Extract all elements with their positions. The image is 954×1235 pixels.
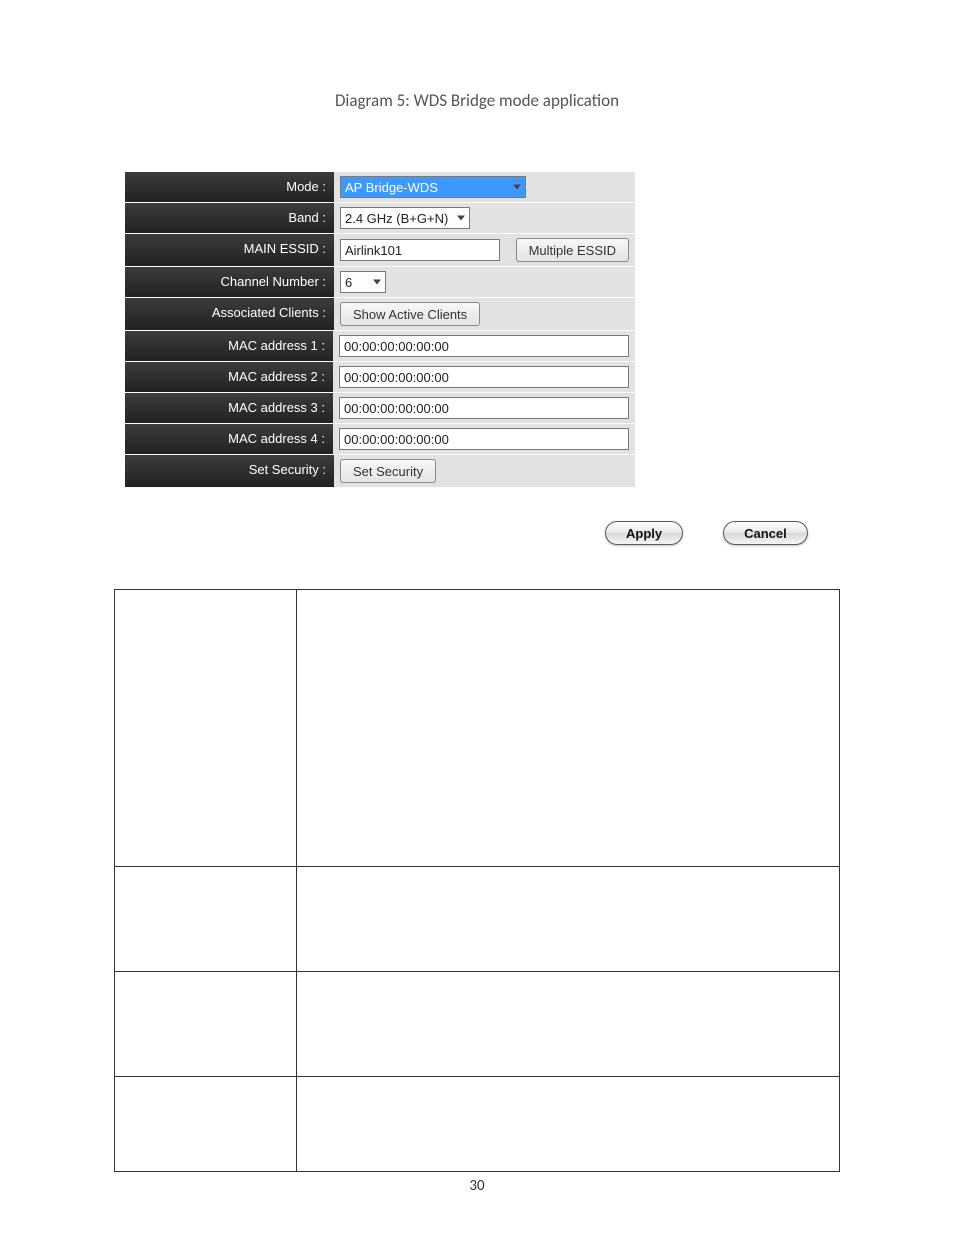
value-band: 2.4 GHz (B+G+N) <box>334 203 635 233</box>
mac2-input[interactable] <box>339 366 629 388</box>
page-number: 30 <box>0 1177 954 1195</box>
mac3-input[interactable] <box>339 397 629 419</box>
set-security-button[interactable]: Set Security <box>340 459 436 483</box>
value-mac1 <box>333 331 635 361</box>
diagram-caption: Diagram 5: WDS Bridge mode application <box>0 90 954 111</box>
table-row <box>115 867 840 972</box>
info-cell-left <box>115 867 297 972</box>
info-cell-right <box>297 972 840 1077</box>
label-essid: MAIN ESSID : <box>125 234 334 266</box>
value-mode: AP Bridge-WDS <box>334 172 635 202</box>
row-security: Set Security : Set Security <box>125 455 635 488</box>
row-mac3: MAC address 3 : <box>125 393 635 424</box>
show-active-clients-button[interactable]: Show Active Clients <box>340 302 480 326</box>
value-channel: 6 <box>334 267 635 297</box>
table-row <box>115 1077 840 1172</box>
mode-select-value: AP Bridge-WDS <box>345 180 438 195</box>
cancel-button[interactable]: Cancel <box>723 521 808 545</box>
label-band: Band : <box>125 203 334 233</box>
info-cell-left <box>115 1077 297 1172</box>
info-cell-right <box>297 590 840 867</box>
mac1-input[interactable] <box>339 335 629 357</box>
value-essid: Multiple ESSID <box>334 234 635 266</box>
value-mac3 <box>333 393 635 423</box>
settings-panel: Mode : AP Bridge-WDS Band : 2.4 GHz (B+G… <box>125 172 635 488</box>
chevron-down-icon <box>513 185 521 190</box>
label-mac4: MAC address 4 : <box>125 424 333 454</box>
channel-select[interactable]: 6 <box>340 271 386 293</box>
value-clients: Show Active Clients <box>334 298 635 330</box>
label-mac1: MAC address 1 : <box>125 331 333 361</box>
row-essid: MAIN ESSID : Multiple ESSID <box>125 234 635 267</box>
label-channel: Channel Number : <box>125 267 334 297</box>
label-mode: Mode : <box>125 172 334 202</box>
row-mac4: MAC address 4 : <box>125 424 635 455</box>
mode-select[interactable]: AP Bridge-WDS <box>340 176 526 198</box>
essid-input[interactable] <box>340 239 500 261</box>
label-clients: Associated Clients : <box>125 298 334 330</box>
table-row <box>115 972 840 1077</box>
chevron-down-icon <box>373 280 381 285</box>
info-cell-right <box>297 867 840 972</box>
row-channel: Channel Number : 6 <box>125 267 635 298</box>
row-band: Band : 2.4 GHz (B+G+N) <box>125 203 635 234</box>
value-mac4 <box>333 424 635 454</box>
band-select-value: 2.4 GHz (B+G+N) <box>345 211 448 226</box>
action-buttons: Apply Cancel <box>605 521 808 545</box>
row-mac1: MAC address 1 : <box>125 331 635 362</box>
apply-button[interactable]: Apply <box>605 521 683 545</box>
value-mac2 <box>333 362 635 392</box>
multiple-essid-button[interactable]: Multiple ESSID <box>516 238 629 262</box>
band-select[interactable]: 2.4 GHz (B+G+N) <box>340 207 470 229</box>
table-row <box>115 590 840 867</box>
row-clients: Associated Clients : Show Active Clients <box>125 298 635 331</box>
chevron-down-icon <box>457 216 465 221</box>
label-security: Set Security : <box>125 455 334 487</box>
channel-select-value: 6 <box>345 275 352 290</box>
info-table <box>114 589 840 1172</box>
row-mode: Mode : AP Bridge-WDS <box>125 172 635 203</box>
value-security: Set Security <box>334 455 635 487</box>
label-mac2: MAC address 2 : <box>125 362 333 392</box>
row-mac2: MAC address 2 : <box>125 362 635 393</box>
info-cell-left <box>115 972 297 1077</box>
mac4-input[interactable] <box>339 428 629 450</box>
info-cell-right <box>297 1077 840 1172</box>
label-mac3: MAC address 3 : <box>125 393 333 423</box>
info-cell-left <box>115 590 297 867</box>
